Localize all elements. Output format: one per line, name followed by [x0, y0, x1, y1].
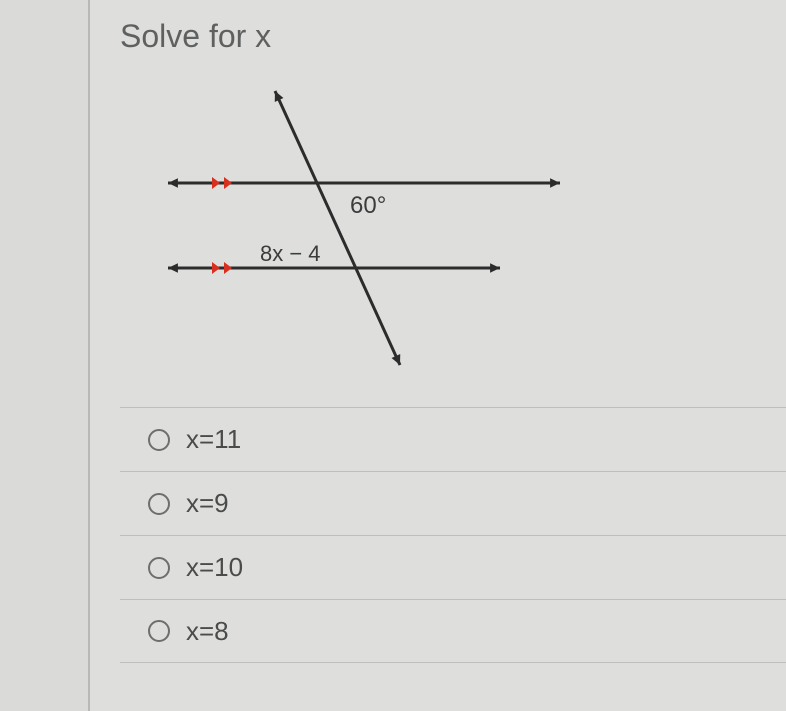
- option-label: x=11: [186, 424, 241, 455]
- option-row[interactable]: x=9: [120, 471, 786, 535]
- option-row[interactable]: x=11: [120, 407, 786, 471]
- option-row[interactable]: x=10: [120, 535, 786, 599]
- option-label: x=9: [186, 488, 229, 519]
- svg-text:60°: 60°: [350, 192, 386, 219]
- radio-button[interactable]: [148, 429, 170, 451]
- page: Solve for x 60° 8x − 4 x=11 x=9 x=10 x=8: [0, 0, 786, 711]
- radio-button[interactable]: [148, 557, 170, 579]
- radio-button[interactable]: [148, 493, 170, 515]
- answer-options: x=11 x=9 x=10 x=8: [120, 407, 786, 663]
- geometry-diagram: 60° 8x − 4: [140, 73, 580, 383]
- svg-text:8x − 4: 8x − 4: [260, 241, 321, 266]
- option-label: x=8: [186, 616, 229, 647]
- option-label: x=10: [186, 552, 243, 583]
- question-title: Solve for x: [120, 18, 786, 55]
- left-margin: [0, 0, 90, 711]
- diagram-svg: 60° 8x − 4: [140, 73, 580, 383]
- content-area: Solve for x 60° 8x − 4 x=11 x=9 x=10 x=8: [90, 0, 786, 711]
- option-row[interactable]: x=8: [120, 599, 786, 663]
- radio-button[interactable]: [148, 620, 170, 642]
